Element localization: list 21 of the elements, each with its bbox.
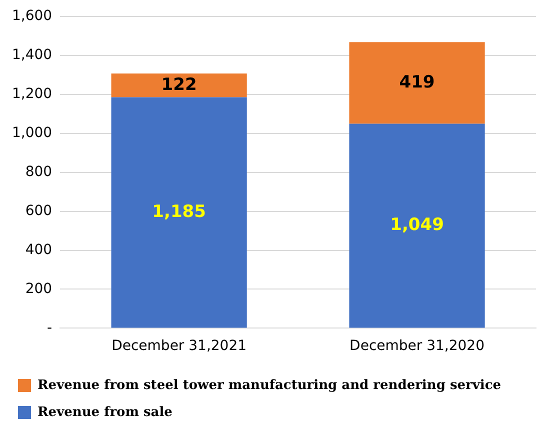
x-tick-label: December 31,2020 [350,338,484,354]
y-tick-label: 1,000 [12,124,52,141]
y-tick-label: - [47,320,52,336]
bar [111,74,247,98]
y-tick-label: 400 [25,242,52,258]
y-tick-label: 1,200 [12,86,52,102]
y-tick-label: 1,400 [12,47,52,64]
data-label: 1,049 [390,215,444,236]
legend-label: Revenue from sale [38,404,172,420]
y-tick-label: 600 [25,202,52,219]
bar [349,42,485,124]
y-tick-label: 1,600 [12,8,52,24]
data-label: 122 [161,74,197,95]
data-label: 419 [399,72,435,92]
bar [349,124,485,328]
y-tick-label: 200 [25,280,52,297]
data-label: 1,185 [152,202,206,222]
legend-label: Revenue from steel tower manufacturing and rendering service [38,378,502,393]
bar [111,97,247,328]
x-tick-label: December 31,2021 [112,338,247,354]
y-tick-label: 800 [25,164,52,180]
